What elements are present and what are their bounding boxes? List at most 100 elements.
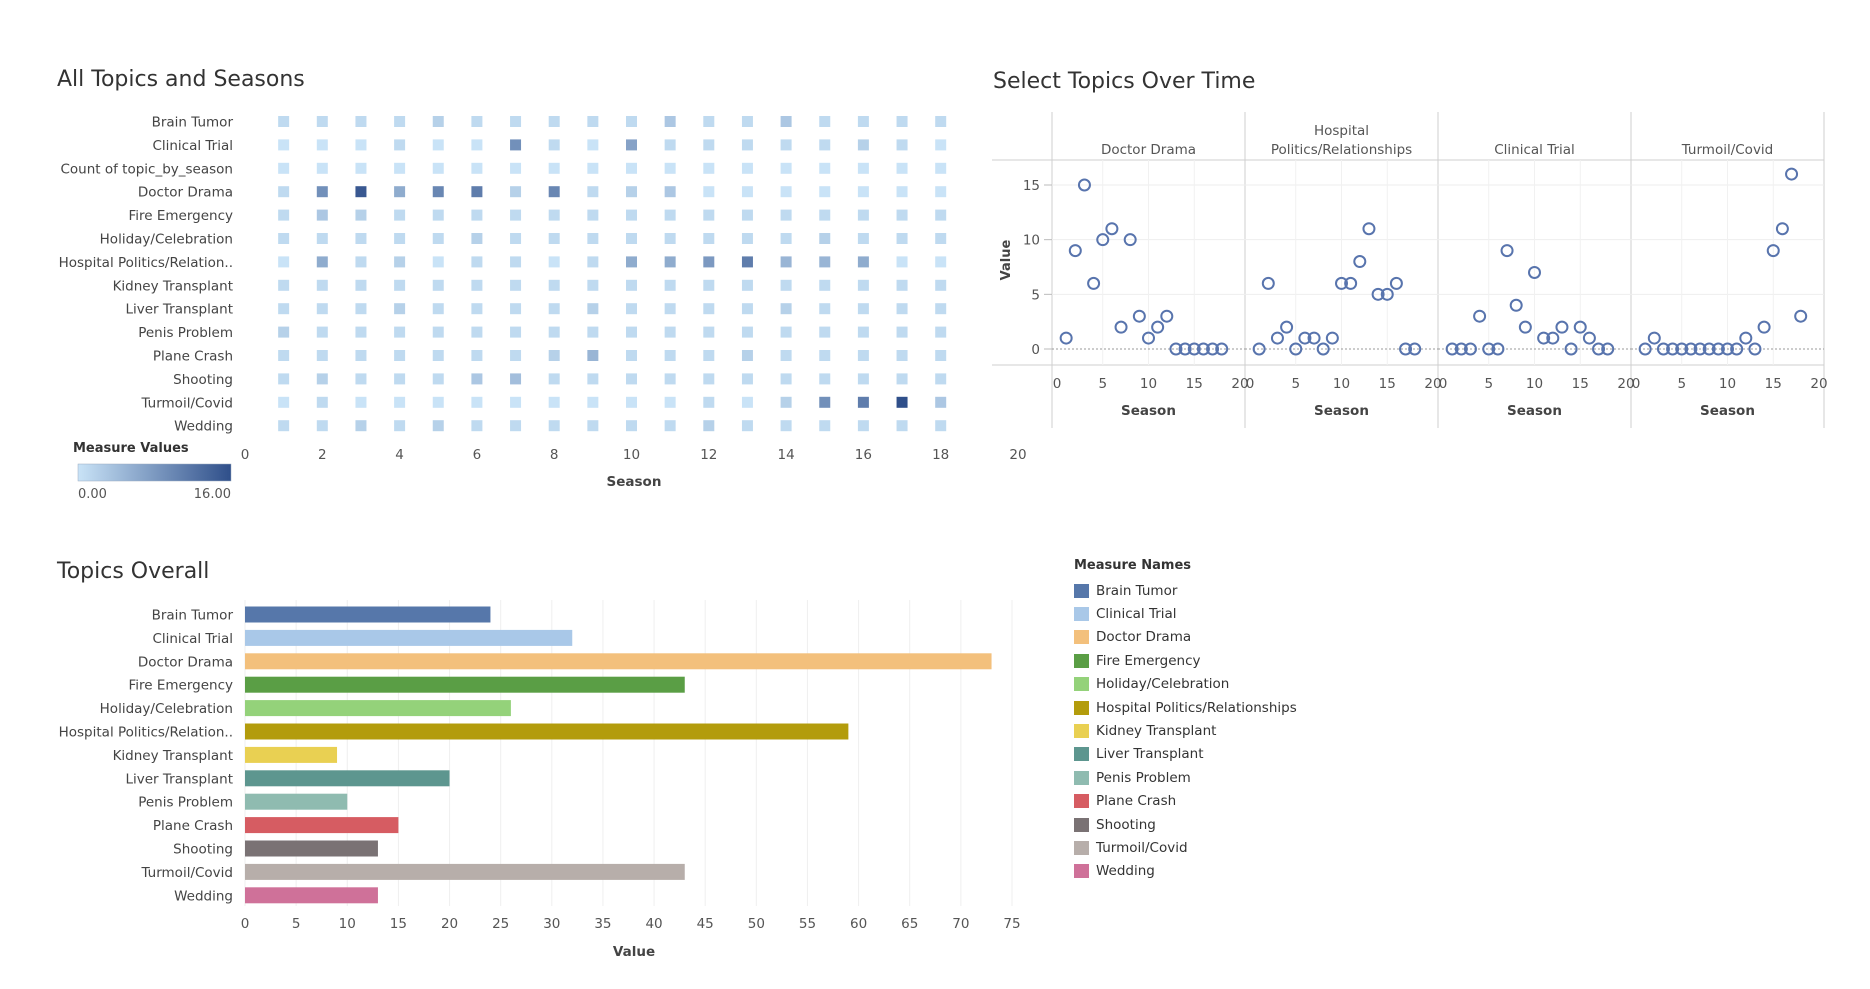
heatmap-cell [857, 420, 869, 432]
heatmap-cell [394, 186, 406, 198]
scatter-point [1215, 342, 1229, 356]
scatter-x-tick-label: 5 [1484, 376, 1493, 392]
bar [245, 653, 992, 670]
bar-x-tick-label: 65 [901, 916, 918, 932]
heatmap-cell [432, 326, 444, 338]
heatmap-chart: Brain Tumor Clinical Trial Count of topic_… [59, 115, 1027, 501]
bar-legend-item[interactable]: Liver Transplant [1074, 743, 1297, 766]
bar-x-tick-label: 60 [850, 916, 867, 932]
heatmap-cell [278, 162, 290, 174]
bar-legend-label: Brain Tumor [1096, 582, 1178, 599]
bar-legend-item[interactable]: Shooting [1074, 813, 1297, 836]
heatmap-cell [664, 209, 676, 221]
heatmap-cell [626, 373, 637, 385]
bar-category-label: Shooting [173, 842, 233, 858]
scatter-point [1463, 342, 1477, 356]
heatmap-cell [510, 373, 522, 385]
scatter-x-tick-label: 5 [1291, 376, 1300, 392]
bar-legend-label: Turmoil/Covid [1096, 839, 1188, 856]
heatmap-cell [741, 396, 753, 408]
bar-legend-item[interactable]: Turmoil/Covid [1074, 836, 1297, 859]
bar-legend-item[interactable]: Fire Emergency [1074, 649, 1297, 672]
bar-x-tick-label: 70 [952, 916, 969, 932]
bar [245, 817, 399, 834]
heatmap-cell [510, 186, 522, 198]
bar-legend-swatch [1074, 747, 1089, 762]
heatmap-cell [626, 420, 637, 432]
scatter-point [1362, 222, 1376, 236]
bar-legend-item[interactable]: Holiday/Celebration [1074, 673, 1297, 696]
bar-x-axis-title: Value [613, 944, 655, 960]
scatter-point [1087, 276, 1101, 290]
scatter-point [1261, 276, 1275, 290]
heatmap-cell [664, 256, 676, 268]
heatmap-cell [857, 139, 869, 151]
bar-legend-item[interactable]: Clinical Trial [1074, 602, 1297, 625]
heatmap-cell [278, 233, 290, 244]
heatmap-cell [355, 396, 367, 408]
heatmap-cell [587, 186, 599, 198]
bar [245, 746, 338, 763]
scatter-point [1454, 342, 1468, 356]
heatmap-cell [703, 162, 715, 174]
scatter-y-axis-title: Value [999, 239, 1014, 280]
heatmap-cell [703, 350, 715, 361]
scatter-point [1123, 233, 1137, 247]
heatmap-cell [857, 233, 869, 244]
scatter-point [1298, 331, 1312, 345]
heatmap-cell [819, 350, 831, 361]
heatmap-cell [857, 373, 869, 385]
heatmap-cell [664, 233, 676, 244]
heatmap-cell [510, 303, 522, 315]
bar-legend-item[interactable]: Doctor Drama [1074, 626, 1297, 649]
scatter-point [1794, 309, 1808, 323]
heatmap-cell [741, 303, 753, 315]
scatter-point [1491, 342, 1505, 356]
bar [245, 629, 573, 646]
heatmap-x-tick-label: 6 [473, 447, 482, 463]
heatmap-cell [587, 396, 599, 408]
heatmap-cell [935, 396, 947, 408]
heatmap-cell [316, 373, 328, 385]
bar-legend-item[interactable]: Hospital Politics/Relationships [1074, 696, 1297, 719]
bar-x-tick-label: 20 [441, 916, 458, 932]
heatmap-cell [626, 162, 637, 174]
bar-legend-item[interactable]: Wedding [1074, 860, 1297, 883]
heatmap-cell [703, 303, 715, 315]
scatter-point [1721, 342, 1734, 356]
bar-legend-item[interactable]: Kidney Transplant [1074, 719, 1297, 742]
heatmap-cell [587, 256, 599, 268]
scatter-facet-header: Turmoil/Covid [1681, 142, 1774, 158]
heatmap-cell [780, 209, 792, 221]
bar-legend-swatch [1074, 794, 1089, 809]
scatter-x-axis-title: Season [1121, 403, 1176, 419]
bar-legend-label: Fire Emergency [1096, 652, 1201, 669]
heatmap-cell [587, 326, 599, 338]
heatmap-cell [432, 233, 444, 244]
scatter-point [1684, 342, 1698, 356]
scatter-point [1656, 342, 1670, 356]
scatter-x-tick-label: 0 [1439, 376, 1448, 392]
heatmap-cell [935, 139, 947, 151]
heatmap-cell [510, 420, 522, 432]
heatmap-cell [703, 209, 715, 221]
heatmap-cell [432, 139, 444, 151]
scatter-title: Select Topics Over Time [993, 69, 1256, 94]
bar-legend-item[interactable]: Plane Crash [1074, 790, 1297, 813]
bar-legend-label: Holiday/Celebration [1096, 676, 1230, 693]
scatter-point [1178, 342, 1192, 356]
bar-category-label: Penis Problem [138, 795, 233, 811]
heatmap-cell [432, 209, 444, 221]
heatmap-x-axis-title: Season [607, 474, 662, 490]
bar-legend-label: Liver Transplant [1096, 746, 1204, 763]
heatmap-cell [896, 162, 908, 174]
scatter-x-tick-label: 5 [1677, 376, 1686, 392]
heatmap-cell [664, 420, 676, 432]
bar-legend-item[interactable]: Penis Problem [1074, 766, 1297, 789]
bar-legend-item[interactable]: Brain Tumor [1074, 579, 1297, 602]
scatter-point [1399, 342, 1413, 356]
heatmap-cell [432, 396, 444, 408]
bar-legend-label: Plane Crash [1096, 793, 1177, 810]
scatter-point [1509, 298, 1523, 312]
heatmap-cell [780, 326, 792, 338]
